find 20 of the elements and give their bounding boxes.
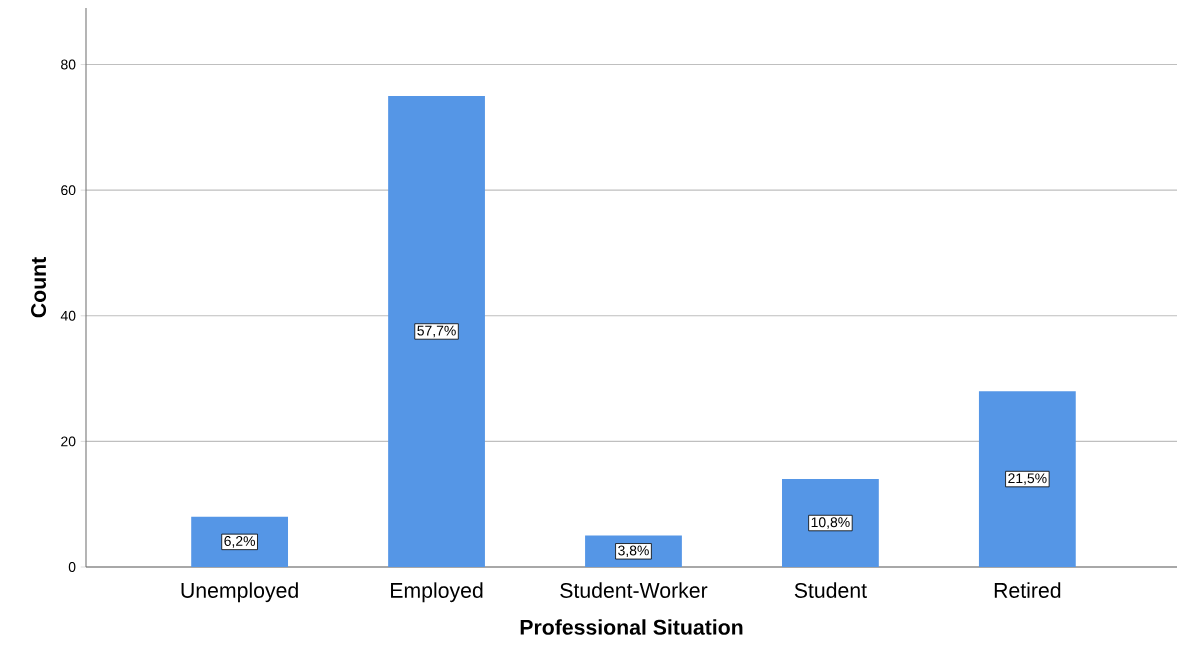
y-tick-label: 80: [61, 59, 76, 70]
y-tick-label: 20: [61, 436, 76, 447]
y-tick-label: 40: [60, 310, 76, 321]
annotation: 21,5%: [1008, 473, 1047, 485]
annotation: 6,2%: [224, 536, 255, 548]
y-axis-title: Count: [31, 257, 47, 318]
bar: [388, 95, 485, 567]
bar: [978, 391, 1076, 567]
annotation: 10,8%: [811, 517, 850, 529]
annotation: 57,7%: [417, 325, 456, 338]
y-tick-label: 60: [61, 185, 76, 196]
x-tick-label: Student-Worker: [560, 582, 708, 598]
x-axis-title: Professional Situation: [520, 619, 743, 635]
x-tick-label: Employed: [391, 582, 483, 603]
annotation: 3,8%: [618, 545, 649, 558]
x-tick-label: Unemployed: [181, 582, 298, 603]
x-tick-label: Retired: [994, 582, 1061, 598]
bar: [782, 479, 879, 567]
y-tick-label: 0: [68, 562, 76, 572]
x-tick-label: Student: [794, 582, 867, 598]
